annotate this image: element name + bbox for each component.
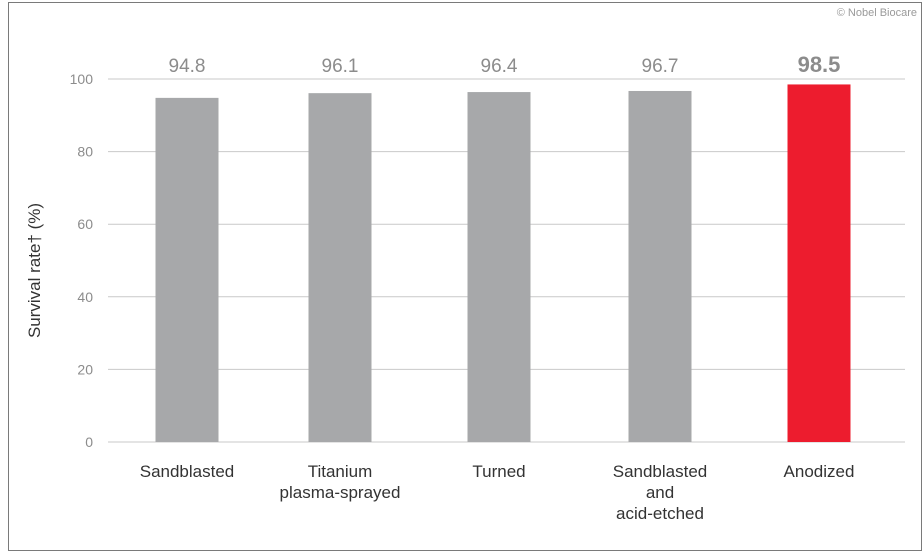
y-tick-label-60: 60 <box>77 216 93 232</box>
category-label-line: Sandblasted <box>613 462 708 481</box>
category-label-5: Anodized <box>784 462 855 481</box>
bar-1 <box>155 97 219 442</box>
copyright-notice: © Nobel Biocare <box>836 7 917 19</box>
y-axis-label: Survival rate† (%) <box>25 203 44 338</box>
bar-3 <box>467 92 531 443</box>
category-label-line: Turned <box>472 462 525 481</box>
category-label-line: and <box>646 483 674 502</box>
y-tick-label-100: 100 <box>70 71 94 87</box>
category-label-line: Titanium <box>308 462 373 481</box>
category-label-4: Sandblasted and acid-etched <box>613 462 708 523</box>
category-label-1: Sandblasted <box>140 462 235 481</box>
bar-4 <box>628 90 692 442</box>
value-label-1: 94.8 <box>169 56 206 77</box>
bar-5 <box>787 84 851 442</box>
value-label-4: 96.7 <box>642 56 679 77</box>
category-label-2: Titanium plasma-sprayed <box>280 462 401 502</box>
value-label-3: 96.4 <box>481 56 518 77</box>
y-tick-label-0: 0 <box>85 434 93 450</box>
bar-2 <box>308 93 372 443</box>
value-label-5: 98.5 <box>798 52 841 77</box>
category-label-line: plasma-sprayed <box>280 483 401 502</box>
y-tick-label-20: 20 <box>77 361 93 377</box>
category-label-3: Turned <box>472 462 525 481</box>
category-label-line: Sandblasted <box>140 462 235 481</box>
category-label-line: acid-etched <box>616 504 704 523</box>
y-tick-label-40: 40 <box>77 289 93 305</box>
value-label-2: 96.1 <box>322 56 359 77</box>
category-label-line: Anodized <box>784 462 855 481</box>
y-tick-label-80: 80 <box>77 144 93 160</box>
